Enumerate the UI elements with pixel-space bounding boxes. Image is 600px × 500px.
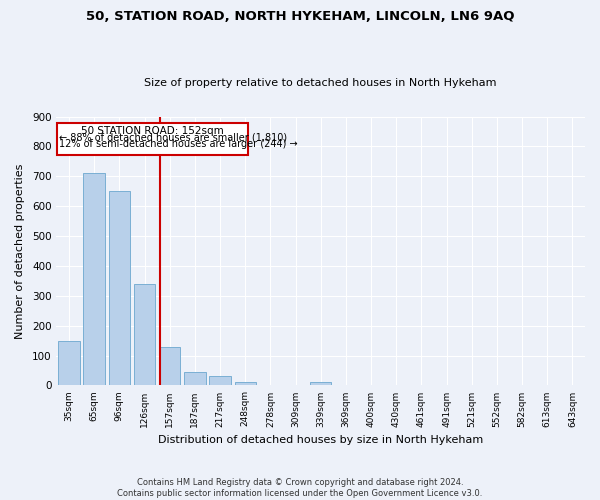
Text: 50 STATION ROAD: 152sqm: 50 STATION ROAD: 152sqm [81, 126, 224, 136]
Bar [134, 284, 155, 386]
Bar [58, 340, 80, 386]
Text: 12% of semi-detached houses are larger (244) →: 12% of semi-detached houses are larger (… [59, 138, 298, 148]
Text: ← 88% of detached houses are smaller (1,810): ← 88% of detached houses are smaller (1,… [59, 132, 287, 142]
Bar [235, 382, 256, 386]
Bar [109, 191, 130, 386]
Title: Size of property relative to detached houses in North Hykeham: Size of property relative to detached ho… [145, 78, 497, 88]
Bar [310, 382, 331, 386]
Bar [83, 174, 105, 386]
X-axis label: Distribution of detached houses by size in North Hykeham: Distribution of detached houses by size … [158, 435, 484, 445]
Y-axis label: Number of detached properties: Number of detached properties [15, 164, 25, 338]
FancyBboxPatch shape [57, 123, 248, 156]
Bar [209, 376, 231, 386]
Bar [184, 372, 206, 386]
Text: Contains HM Land Registry data © Crown copyright and database right 2024.
Contai: Contains HM Land Registry data © Crown c… [118, 478, 482, 498]
Text: 50, STATION ROAD, NORTH HYKEHAM, LINCOLN, LN6 9AQ: 50, STATION ROAD, NORTH HYKEHAM, LINCOLN… [86, 10, 514, 23]
Bar [159, 346, 181, 386]
